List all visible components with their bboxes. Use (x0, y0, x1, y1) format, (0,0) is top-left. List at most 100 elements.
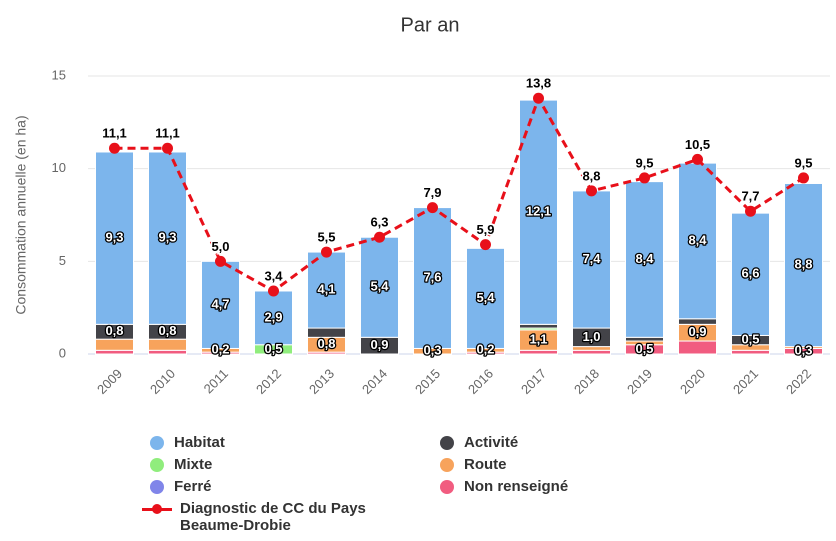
legend-item[interactable]: Habitat (150, 434, 225, 451)
legend-item[interactable]: Ferré (150, 478, 212, 495)
bar-segment (201, 260, 240, 349)
line-label: 11,1 (155, 126, 180, 141)
line-label: 9,5 (635, 155, 653, 170)
bar-segment (95, 349, 134, 355)
x-tick-label: 2022 (783, 366, 814, 397)
bar-segment (678, 340, 717, 355)
segment-label: 1,0 (582, 329, 600, 344)
bar-segment (625, 181, 664, 338)
x-tick-label: 2013 (306, 366, 337, 397)
legend-symbol (440, 458, 454, 472)
line-point (162, 142, 173, 154)
line-label: 6,3 (370, 215, 388, 230)
legend-symbol (440, 480, 454, 494)
legend-item[interactable]: Route (440, 456, 507, 473)
line-label: 7,7 (741, 189, 759, 204)
legend-label: Activité (464, 434, 519, 451)
bar-segment (148, 349, 187, 355)
segment-label: 0,9 (688, 324, 706, 339)
bar-segment (731, 349, 770, 355)
x-tick-label: 2018 (571, 366, 602, 397)
x-tick-label: 2019 (624, 366, 655, 397)
x-tick-label: 2014 (359, 366, 390, 397)
bar-segment (466, 247, 505, 349)
legend-symbol (440, 436, 454, 450)
segment-label: 0,8 (317, 336, 335, 351)
segment-label: 7,4 (582, 251, 601, 266)
x-tick-label: 2017 (518, 366, 549, 397)
segment-label: 0,3 (794, 343, 812, 358)
bar-segment (519, 349, 558, 355)
line (114, 94, 805, 293)
segment-label: 0,8 (105, 323, 123, 338)
legend-dot (152, 504, 162, 514)
segment-label: 6,6 (741, 266, 759, 281)
x-tick-label: 2020 (677, 366, 708, 397)
segment-label: 0,8 (158, 323, 176, 338)
segment-label: 8,4 (688, 232, 707, 247)
segment-label: 9,3 (158, 230, 176, 245)
segment-label: 5,4 (476, 290, 495, 305)
line-label: 13,8 (526, 76, 551, 91)
bar-segment (572, 190, 611, 329)
y-axis-label: Consommation annuelle (en ha) (13, 115, 29, 314)
bar-segment (731, 212, 770, 336)
y-tick-label: 0 (59, 345, 66, 360)
chart-title: Par an (401, 14, 460, 36)
bar-segment (784, 182, 823, 348)
legend-symbol (150, 436, 164, 450)
line-point (745, 205, 756, 217)
line-point (480, 239, 491, 251)
bar-segment (678, 162, 717, 320)
line-point (692, 153, 703, 165)
legend-label: Mixte (174, 456, 213, 473)
bar-segment (95, 151, 134, 325)
legend-label: Habitat (174, 434, 225, 451)
x-tick-label: 2021 (730, 366, 761, 397)
legend-label: Non renseigné (464, 478, 569, 495)
segment-label: 8,4 (635, 251, 654, 266)
line-label: 8,8 (582, 168, 600, 183)
segment-label: 8,8 (794, 256, 812, 271)
y-tick-label: 15 (52, 67, 66, 82)
segment-label: 4,7 (211, 296, 229, 311)
line-label: 3,4 (264, 268, 283, 283)
line-label: 7,9 (423, 185, 441, 200)
bar-segment (572, 346, 611, 351)
y-tick-label: 5 (59, 253, 66, 268)
segment-label: 7,6 (423, 269, 441, 284)
legend-symbol (150, 480, 164, 494)
bar-segment (95, 338, 134, 351)
segment-label: 12,1 (526, 204, 551, 219)
line-label: 9,5 (794, 155, 812, 170)
line-label: 5,0 (211, 239, 229, 254)
segment-label: 0,5 (264, 341, 282, 356)
x-tick-label: 2016 (465, 366, 496, 397)
bar-segment (360, 236, 399, 338)
x-tick-label: 2015 (412, 366, 443, 397)
legend-label: Ferré (174, 478, 212, 495)
line-point (215, 255, 226, 267)
line-point (798, 172, 809, 184)
x-tick-label: 2009 (94, 366, 125, 397)
line-point (586, 185, 597, 197)
legend-symbol (150, 458, 164, 472)
x-tick-label: 2012 (253, 366, 284, 397)
line-point (533, 92, 544, 104)
legend-item[interactable]: Activité (440, 434, 518, 451)
bar-segment (307, 251, 346, 329)
legend-item[interactable]: Mixte (150, 456, 212, 473)
x-tick-label: 2010 (147, 366, 178, 397)
legend-item[interactable]: Non renseigné (440, 478, 568, 495)
legend-item[interactable]: Diagnostic de CC du Pays Beaume-Drobie (142, 500, 390, 534)
line-label: 5,5 (317, 230, 335, 245)
legend-label: Diagnostic de CC du Pays Beaume-Drobie (180, 500, 366, 534)
legend-label: Route (464, 456, 507, 473)
segment-label: 0,5 (635, 341, 653, 356)
line-point (427, 202, 438, 214)
line-point (109, 142, 120, 154)
segment-label: 1,1 (529, 332, 547, 347)
chart: Par an Consommation annuelle (en ha) 0 5 1… (13, 14, 830, 397)
segment-label: 0,3 (423, 343, 441, 358)
